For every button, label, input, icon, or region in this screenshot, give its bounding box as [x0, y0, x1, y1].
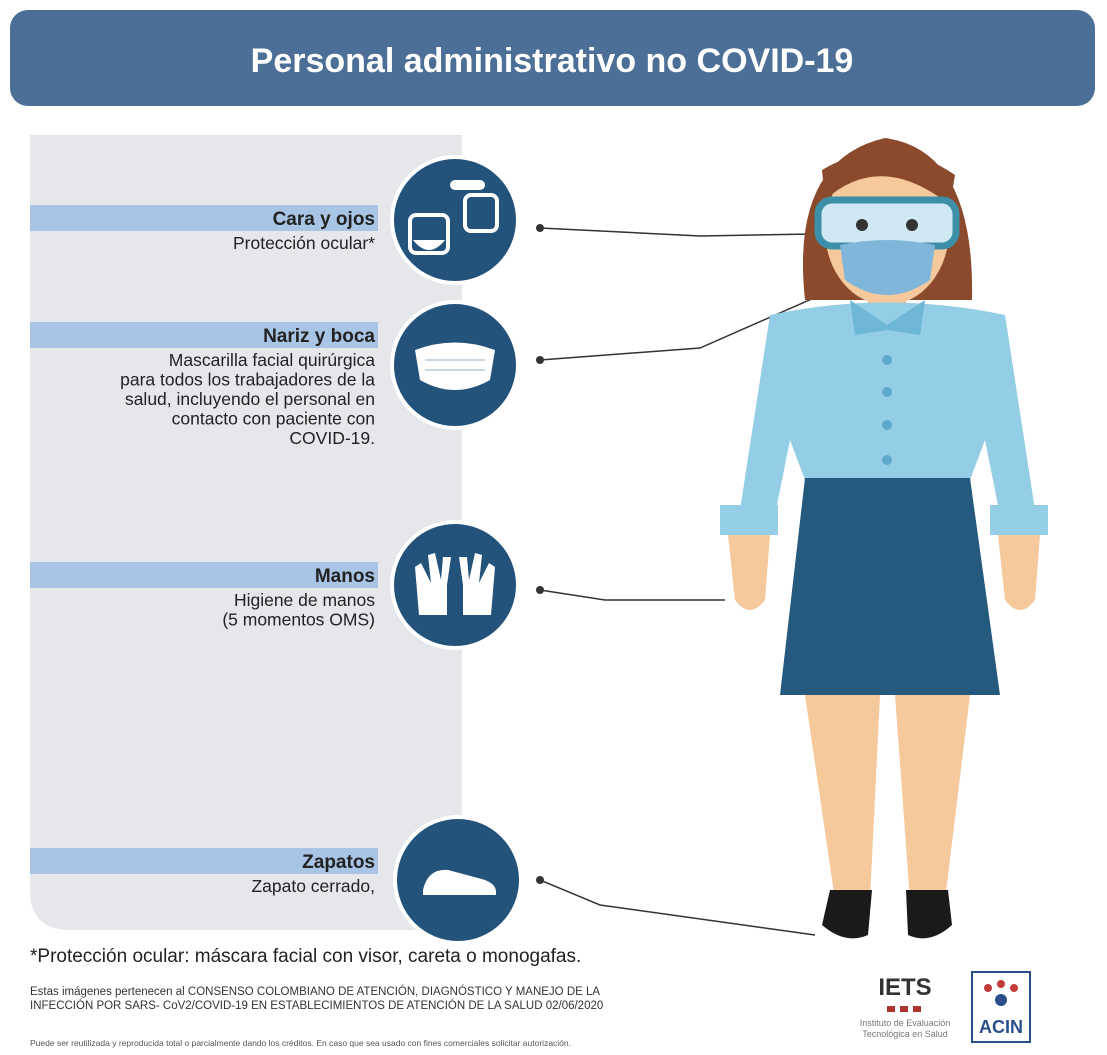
- icon-circle: [390, 520, 520, 650]
- acin-logo: ACIN: [979, 1017, 1023, 1037]
- iets-caption: Tecnológica en Salud: [862, 1029, 948, 1039]
- cuff: [720, 505, 778, 535]
- title-bar: [10, 10, 1095, 106]
- dot: [536, 586, 544, 594]
- icon-shape: [415, 553, 451, 615]
- iets-logo: IETS: [878, 974, 931, 1001]
- icon-shape: [408, 213, 450, 255]
- item-description: Higiene de manos: [234, 590, 375, 610]
- collar: [850, 300, 925, 335]
- icon: [415, 342, 495, 390]
- eye: [906, 219, 918, 231]
- connector-dots: [536, 224, 544, 884]
- item-description: para todos los trabajadores de la: [120, 370, 375, 390]
- icon-shape: [463, 193, 499, 233]
- goggles: [814, 196, 960, 250]
- item-description: salud, incluyendo el personal en: [125, 389, 375, 409]
- item-label: Cara y ojos: [273, 209, 375, 230]
- item-label: Zapatos: [302, 852, 375, 873]
- footnote: *Protección ocular: máscara facial con v…: [30, 946, 581, 967]
- connector: [539, 879, 816, 936]
- item-description: Zapato cerrado,: [251, 876, 375, 896]
- shoe: [906, 890, 952, 939]
- hand: [728, 535, 770, 610]
- credit-line: INFECCIÓN POR SARS- CoV2/COVID-19 EN EST…: [30, 999, 603, 1012]
- leg: [805, 695, 880, 900]
- hand: [998, 535, 1040, 610]
- connector: [539, 227, 813, 237]
- icon-shape: [415, 342, 495, 390]
- items: Cara y ojos Protección ocular* Nariz y boc…: [30, 155, 523, 945]
- connectors: [539, 227, 856, 936]
- fringe: [822, 151, 955, 205]
- dot: [536, 356, 544, 364]
- icon-shape: [425, 359, 485, 371]
- label-bar: [30, 322, 378, 348]
- skirt: [780, 478, 1000, 695]
- title: Personal administrativo no COVID-19: [251, 42, 854, 80]
- icon-shape: [459, 553, 495, 615]
- leg: [895, 695, 970, 900]
- item-description: COVID-19.: [289, 428, 375, 448]
- connector: [539, 279, 856, 361]
- acin-mark: [984, 980, 1018, 1006]
- credit-line: Estas imágenes pertenecen al CONSENSO CO…: [30, 985, 600, 998]
- side-panel: [30, 135, 462, 930]
- item-description: contacto con paciente con: [172, 409, 375, 429]
- dot: [536, 876, 544, 884]
- iets-mark: [887, 1006, 921, 1012]
- mask: [840, 240, 935, 295]
- dot: [536, 224, 544, 232]
- item-description: (5 momentos OMS): [222, 610, 375, 630]
- eye: [856, 219, 868, 231]
- cuff: [990, 505, 1048, 535]
- icon: [415, 553, 495, 615]
- icon: [408, 180, 499, 255]
- label-bar: [30, 205, 378, 231]
- shirt: [740, 302, 1035, 515]
- item-description: Protección ocular*: [233, 233, 375, 253]
- connector: [539, 589, 725, 601]
- label-bar: [30, 562, 378, 588]
- icon-shape: [450, 180, 485, 190]
- shoe: [822, 890, 872, 939]
- label-bar: [30, 848, 378, 874]
- icon-shape: [423, 869, 496, 895]
- icon: [423, 869, 496, 895]
- item-label: Manos: [315, 566, 375, 587]
- iets-caption: Instituto de Evaluación: [860, 1018, 951, 1028]
- buttons: [882, 355, 892, 465]
- license: Puede ser reutilizada y reproducida tota…: [30, 1038, 571, 1048]
- woman-figure: [720, 138, 1048, 939]
- item-description: Mascarilla facial quirúrgica: [169, 350, 375, 370]
- item-label: Nariz y boca: [263, 326, 375, 347]
- icon-shape: [413, 240, 445, 250]
